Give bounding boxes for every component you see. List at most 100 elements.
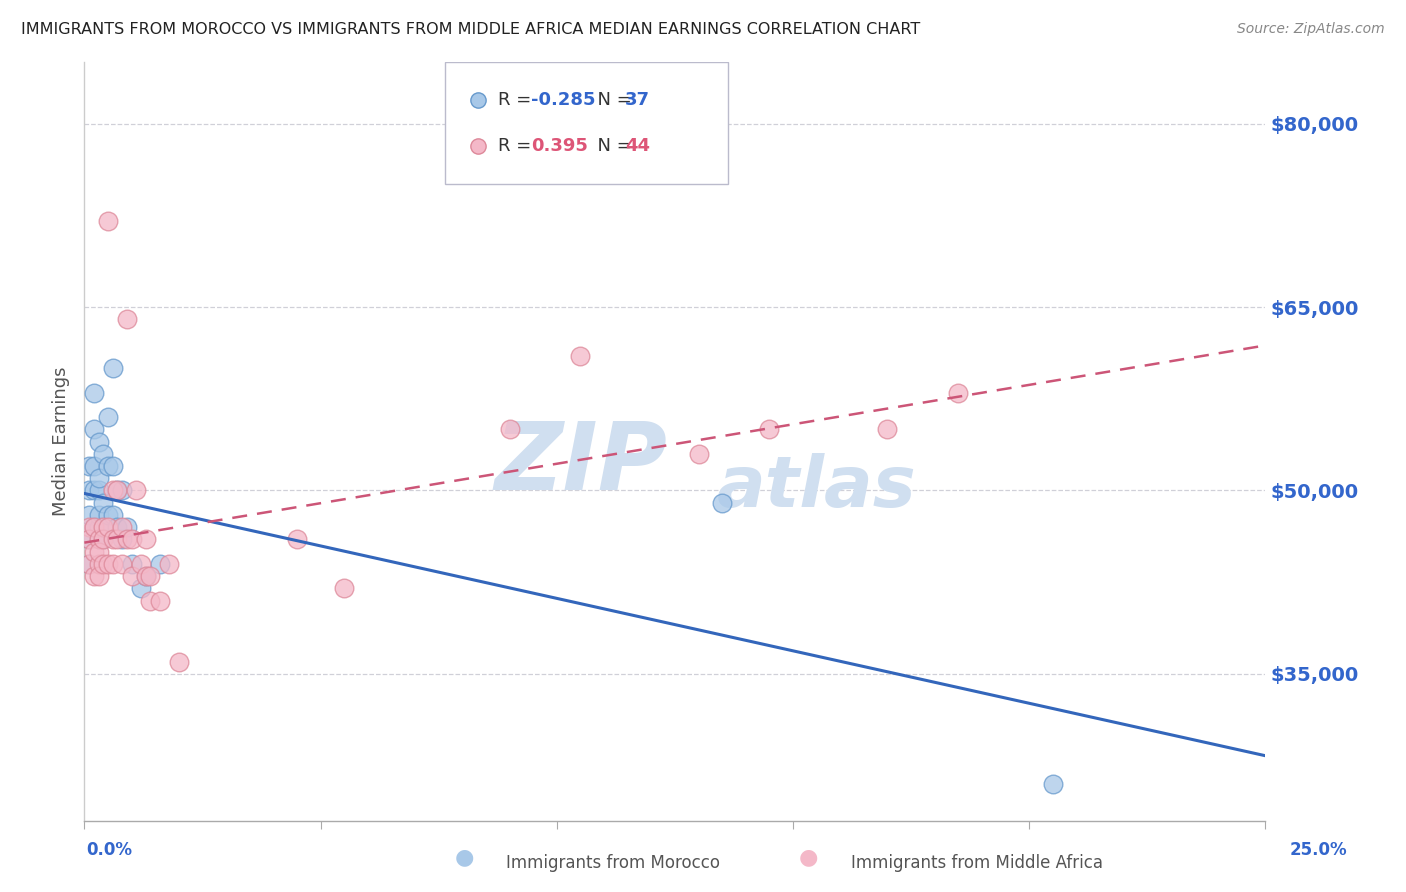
Point bbox=[87, 533, 110, 547]
Point bbox=[107, 483, 129, 498]
Point bbox=[77, 533, 100, 547]
Point bbox=[129, 557, 152, 571]
Point bbox=[87, 471, 110, 485]
Point bbox=[77, 458, 100, 473]
Point bbox=[97, 410, 120, 425]
Point bbox=[121, 569, 143, 583]
Point bbox=[87, 483, 110, 498]
Point bbox=[87, 533, 110, 547]
Point bbox=[91, 496, 114, 510]
Point bbox=[83, 385, 105, 400]
Text: R =: R = bbox=[498, 91, 537, 109]
Point bbox=[115, 533, 138, 547]
Point bbox=[948, 385, 970, 400]
Point bbox=[91, 520, 114, 534]
Point bbox=[569, 349, 592, 363]
Point bbox=[101, 508, 124, 522]
Point bbox=[97, 520, 120, 534]
Point bbox=[97, 214, 120, 228]
Point bbox=[87, 508, 110, 522]
Text: R =: R = bbox=[498, 137, 543, 155]
Point bbox=[83, 483, 105, 498]
Text: 44: 44 bbox=[626, 137, 651, 155]
Point bbox=[111, 557, 134, 571]
Text: 25.0%: 25.0% bbox=[1291, 840, 1347, 858]
Point bbox=[107, 533, 129, 547]
Point bbox=[87, 569, 110, 583]
Text: ZIP: ZIP bbox=[494, 418, 666, 510]
Point bbox=[101, 483, 124, 498]
Text: ●: ● bbox=[799, 847, 818, 867]
Point bbox=[91, 520, 114, 534]
Point bbox=[107, 520, 129, 534]
Point bbox=[97, 557, 120, 571]
Point bbox=[83, 520, 105, 534]
Point bbox=[115, 312, 138, 326]
Point bbox=[121, 557, 143, 571]
Point bbox=[111, 520, 134, 534]
Text: atlas: atlas bbox=[717, 452, 917, 522]
Point bbox=[157, 557, 180, 571]
Text: Immigrants from Morocco: Immigrants from Morocco bbox=[506, 855, 720, 872]
Point bbox=[101, 361, 124, 376]
Point bbox=[333, 582, 356, 596]
Point bbox=[167, 655, 190, 669]
Point bbox=[135, 569, 157, 583]
Point bbox=[135, 533, 157, 547]
Point bbox=[139, 569, 162, 583]
Point bbox=[83, 422, 105, 436]
Point bbox=[101, 533, 124, 547]
Point bbox=[1042, 777, 1064, 791]
Point bbox=[97, 458, 120, 473]
Point bbox=[91, 533, 114, 547]
Point bbox=[91, 557, 114, 571]
Text: N =: N = bbox=[586, 137, 638, 155]
Point bbox=[711, 496, 734, 510]
Point bbox=[77, 557, 100, 571]
Point bbox=[121, 533, 143, 547]
Text: 0.0%: 0.0% bbox=[87, 840, 132, 858]
Text: N =: N = bbox=[586, 91, 638, 109]
Point bbox=[688, 447, 710, 461]
Point bbox=[111, 533, 134, 547]
Text: -0.285: -0.285 bbox=[531, 91, 595, 109]
Point bbox=[77, 557, 100, 571]
Text: 0.395: 0.395 bbox=[531, 137, 588, 155]
Point bbox=[135, 569, 157, 583]
Point bbox=[97, 508, 120, 522]
Point bbox=[149, 593, 172, 607]
Point bbox=[498, 422, 520, 436]
Point bbox=[125, 483, 148, 498]
Point bbox=[91, 447, 114, 461]
Point bbox=[83, 458, 105, 473]
Point bbox=[87, 544, 110, 558]
Point bbox=[107, 483, 129, 498]
Point bbox=[83, 520, 105, 534]
Text: ●: ● bbox=[454, 847, 474, 867]
Point bbox=[91, 533, 114, 547]
Point bbox=[77, 483, 100, 498]
Point bbox=[87, 557, 110, 571]
Point bbox=[285, 533, 308, 547]
Point bbox=[87, 434, 110, 449]
Point bbox=[83, 569, 105, 583]
Point bbox=[111, 483, 134, 498]
Point bbox=[77, 520, 100, 534]
Point bbox=[149, 557, 172, 571]
Point bbox=[758, 422, 780, 436]
Point bbox=[77, 508, 100, 522]
Point bbox=[87, 520, 110, 534]
Point bbox=[77, 533, 100, 547]
Point bbox=[876, 422, 898, 436]
Point bbox=[101, 458, 124, 473]
Point bbox=[83, 544, 105, 558]
Point bbox=[139, 593, 162, 607]
Point bbox=[129, 582, 152, 596]
FancyBboxPatch shape bbox=[444, 62, 728, 184]
Point bbox=[115, 520, 138, 534]
Point bbox=[101, 557, 124, 571]
Text: 37: 37 bbox=[626, 91, 651, 109]
Text: IMMIGRANTS FROM MOROCCO VS IMMIGRANTS FROM MIDDLE AFRICA MEDIAN EARNINGS CORRELA: IMMIGRANTS FROM MOROCCO VS IMMIGRANTS FR… bbox=[21, 22, 921, 37]
Y-axis label: Median Earnings: Median Earnings bbox=[52, 367, 70, 516]
Text: Source: ZipAtlas.com: Source: ZipAtlas.com bbox=[1237, 22, 1385, 37]
